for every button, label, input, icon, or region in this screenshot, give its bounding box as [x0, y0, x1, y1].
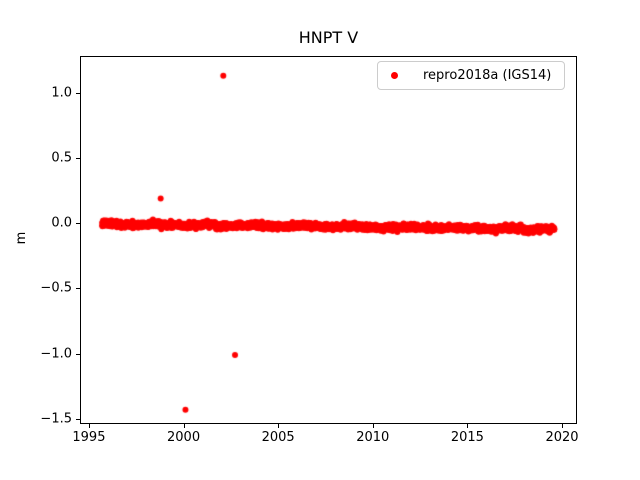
x-tick-mark: [88, 424, 90, 428]
x-tick-mark: [467, 424, 469, 428]
x-tick-label: 2005: [261, 430, 295, 445]
legend-label: repro2018a (IGS14): [423, 68, 552, 83]
y-tick-label: 1.0: [51, 85, 72, 101]
y-tick-label: 0.5: [51, 150, 72, 166]
x-tick-label: 2010: [356, 430, 390, 445]
y-tick-label: −0.5: [40, 280, 72, 296]
plot-area: [80, 56, 577, 424]
y-tick-mark: [76, 353, 80, 355]
y-tick-mark: [76, 157, 80, 159]
y-tick-mark: [76, 223, 80, 225]
y-tick-label: −1.0: [40, 346, 72, 362]
legend: repro2018a (IGS14): [377, 61, 565, 90]
x-tick-mark: [183, 424, 185, 428]
x-tick-label: 2000: [167, 430, 201, 445]
x-tick-mark: [372, 424, 374, 428]
x-tick-mark: [561, 424, 563, 428]
scatter-canvas: [81, 57, 576, 423]
x-tick-mark: [278, 424, 280, 428]
x-tick-label: 1995: [72, 430, 106, 445]
chart-title: HNPT V: [298, 28, 359, 47]
y-tick-mark: [76, 418, 80, 420]
y-tick-label: −1.5: [40, 411, 72, 427]
legend-marker-dot: [391, 72, 398, 79]
y-tick-mark: [76, 92, 80, 94]
x-tick-label: 2020: [545, 430, 579, 445]
y-tick-mark: [76, 288, 80, 290]
y-tick-label: 0.0: [51, 215, 72, 231]
y-axis-label: m: [14, 231, 29, 245]
x-tick-label: 2015: [450, 430, 484, 445]
